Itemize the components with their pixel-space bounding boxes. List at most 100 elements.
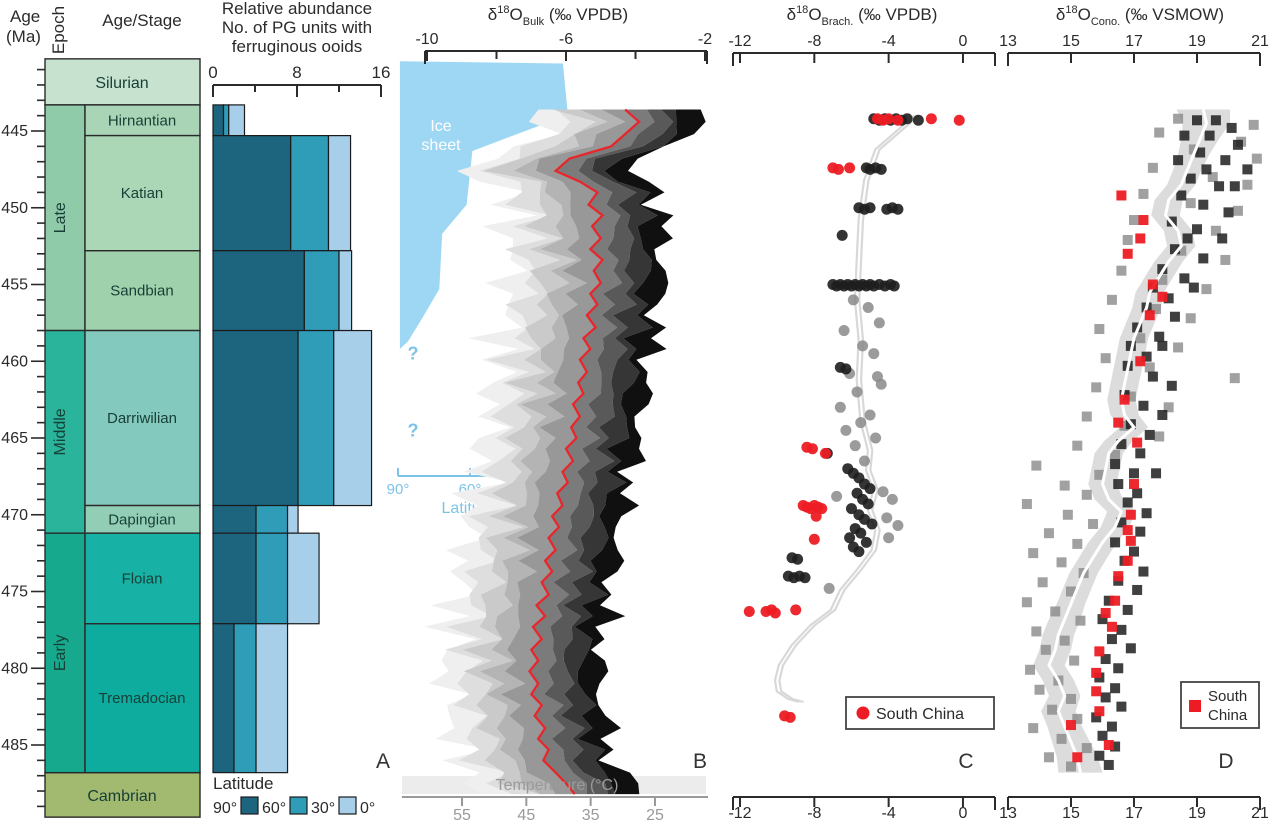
cono-point-gray: [1094, 469, 1105, 480]
age-tick-label: 445: [1, 123, 28, 140]
bar-segment: [233, 623, 257, 774]
cono-point-gray: [1066, 761, 1076, 772]
axis-tick-label: 19: [1188, 805, 1206, 822]
cono-point-black: [1232, 139, 1243, 150]
axis-tick-label: 0: [959, 805, 968, 822]
cono-point-black: [1106, 721, 1117, 732]
cono-point-gray: [1135, 333, 1146, 344]
panel-letter-d: D: [1218, 750, 1233, 773]
axis-tick-label: -8: [807, 33, 821, 50]
brachiopod-trend-curve: [778, 114, 920, 704]
bar-segment: [212, 250, 305, 332]
cono-point-south-china: [1144, 310, 1155, 321]
cono-point-south-china: [1066, 720, 1076, 731]
cono-point-south-china: [1103, 740, 1114, 750]
cono-point-black: [1135, 448, 1146, 459]
cono-point-gray: [1040, 644, 1051, 655]
brach-point-south-china: [743, 605, 755, 617]
cono-point-black: [1103, 595, 1114, 606]
panel-a-title-line3: ferruginous ooids: [232, 37, 362, 56]
cono-point-black: [1116, 624, 1127, 635]
axis-tick-label: -4: [882, 33, 896, 50]
panel-letter-b: B: [693, 750, 707, 773]
cono-point-gray: [1081, 489, 1092, 500]
cono-point-black: [1100, 654, 1111, 665]
bar-segment: [327, 135, 352, 252]
cono-point-black: [1210, 115, 1221, 126]
cono-point-black: [1192, 224, 1202, 235]
brach-point-black: [875, 163, 887, 175]
brach-point-gray: [870, 432, 882, 444]
brach-point-gray: [847, 294, 859, 306]
cono-point-south-china: [1129, 479, 1139, 490]
cono-point-black: [1110, 741, 1121, 752]
cono-point-black: [1138, 400, 1149, 411]
cono-point-south-china: [1113, 571, 1124, 582]
legend-label-south-china-line1: South: [1208, 688, 1247, 705]
stage-label: Floian: [122, 570, 163, 587]
panel-a-tick-label: 16: [372, 63, 391, 82]
cono-point-black: [1157, 409, 1168, 420]
cono-point-black: [1097, 730, 1108, 741]
cono-point-black: [1163, 293, 1174, 304]
bar-segment: [212, 623, 235, 774]
cono-point-black: [1176, 190, 1187, 201]
cono-point-gray: [1110, 449, 1121, 460]
stage-box-darriwilian: [84, 329, 201, 507]
cono-point-black: [1147, 371, 1158, 382]
brach-point-black: [901, 113, 913, 125]
cono-point-gray: [1116, 265, 1127, 276]
cono-point-gray: [1072, 538, 1083, 549]
cono-point-gray: [1047, 704, 1058, 715]
brach-point-south-china: [769, 607, 781, 619]
cono-point-south-china: [1132, 437, 1143, 448]
cono-point-gray: [1062, 509, 1073, 520]
latitude-legend-label: 30°: [311, 800, 335, 817]
stage-label: Katian: [121, 185, 164, 202]
cono-point-black: [1169, 311, 1180, 322]
epoch-label: Middle: [52, 408, 69, 455]
brach-point-south-china: [953, 114, 965, 126]
cono-point-gray: [1056, 733, 1067, 744]
cono-point-black: [1242, 164, 1253, 175]
cono-point-south-china: [1135, 356, 1146, 367]
temperature-axis-label: Temperature (°C): [496, 777, 619, 794]
cono-point-black: [1132, 584, 1143, 595]
panel-a-tick-label: 0: [208, 63, 217, 82]
cono-point-south-china: [1122, 555, 1133, 566]
stage-label: Tremadocian: [99, 690, 186, 707]
period-label: Silurian: [95, 75, 148, 92]
cono-point-gray: [1025, 664, 1036, 675]
brach-point-south-china: [808, 533, 820, 545]
panel-a-title-line2: No. of PG units with: [222, 18, 372, 37]
cono-point-gray: [1072, 440, 1083, 451]
period-box-silurian: [44, 58, 201, 106]
age-header-line1: Age: [10, 7, 40, 26]
age-tick-label: 450: [1, 200, 28, 217]
cono-point-black: [1116, 701, 1127, 712]
cono-point-black: [1151, 468, 1162, 479]
cono-point-gray: [1154, 431, 1165, 442]
axis-tick-label: 21: [1251, 33, 1268, 50]
cono-point-black: [1179, 273, 1190, 284]
stage-box-hirnantian: [84, 104, 201, 137]
cono-point-gray: [1173, 342, 1184, 353]
cono-point-black: [1125, 643, 1136, 654]
cono-point-gray: [1088, 518, 1099, 529]
temperature-tick-label: 25: [646, 807, 664, 822]
brach-point-black: [912, 114, 924, 126]
axis-tick-label: 17: [1125, 805, 1143, 822]
cono-point-black: [1110, 683, 1121, 694]
age-header-line2: (Ma): [6, 27, 41, 46]
latitude-legend-title: Latitude: [213, 774, 274, 793]
axis-tick-label: 19: [1188, 33, 1206, 50]
cono-point-black: [1185, 173, 1196, 184]
cono-point-gray: [1163, 402, 1174, 413]
ice-sheet-label: Ice: [430, 118, 451, 135]
brach-point-black: [888, 280, 900, 292]
cono-point-south-china: [1113, 417, 1124, 428]
stage-label: Sandbian: [110, 283, 173, 300]
axis-tick-label: -2: [698, 31, 712, 48]
cono-point-black: [1100, 692, 1111, 703]
epoch-label: Early: [52, 635, 69, 671]
